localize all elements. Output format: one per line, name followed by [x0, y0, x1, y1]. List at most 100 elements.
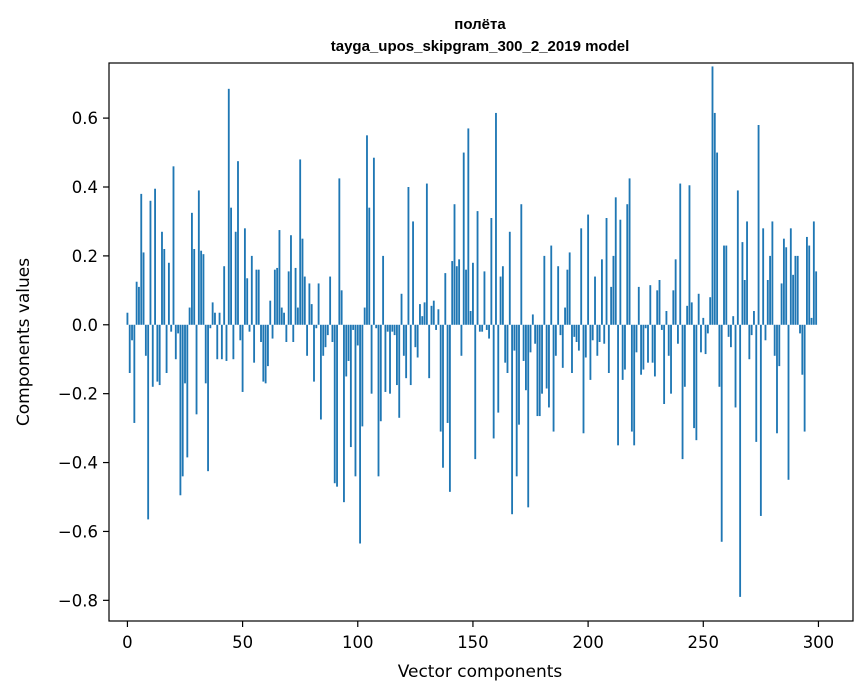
bar-component-281 [773, 324, 776, 356]
x-tick-label: 50 [232, 633, 253, 652]
bar-component-252 [706, 324, 709, 334]
bar-component-59 [262, 324, 265, 382]
bar-component-38 [214, 312, 216, 325]
bar-component-205 [598, 324, 601, 342]
bar-component-266 [739, 324, 742, 597]
bar-component-185 [552, 324, 555, 432]
bar-component-243 [686, 305, 689, 325]
bar-component-297 [810, 317, 813, 325]
bar-component-89 [331, 324, 334, 342]
bar-component-166 [508, 231, 511, 325]
bar-component-220 [633, 324, 636, 446]
bar-component-67 [280, 307, 283, 325]
bar-component-66 [278, 230, 281, 325]
bar-component-79 [308, 283, 311, 325]
bar-component-122 [407, 187, 410, 325]
bar-component-253 [709, 297, 712, 325]
bar-component-41 [220, 324, 223, 360]
bar-component-37 [211, 302, 214, 325]
bar-component-213 [617, 324, 619, 446]
bar-component-111 [382, 255, 385, 325]
bar-component-30 [195, 324, 198, 415]
bar-component-264 [734, 324, 737, 408]
bar-component-201 [589, 324, 592, 380]
bar-component-227 [649, 285, 652, 325]
bar-component-136 [439, 324, 442, 432]
bar-component-214 [619, 219, 622, 325]
bar-component-100 [356, 324, 359, 346]
bar-component-176 [531, 314, 534, 325]
bar-component-149 [469, 311, 472, 325]
bar-component-204 [596, 324, 599, 356]
bar-component-63 [271, 324, 274, 339]
bar-component-77 [303, 276, 306, 325]
bar-component-184 [550, 245, 553, 325]
bar-component-88 [329, 276, 332, 325]
bar-component-219 [630, 324, 633, 432]
bar-component-109 [377, 324, 380, 477]
x-axis: 0 50 100 150 200 250 300 [122, 621, 834, 652]
bar-component-101 [359, 324, 361, 544]
bar-component-170 [518, 324, 520, 425]
bar-component-31 [197, 190, 200, 325]
bar-component-21 [174, 324, 177, 360]
bar-component-286 [785, 247, 788, 325]
bar-component-197 [580, 228, 583, 325]
bar-component-221 [635, 324, 638, 353]
bar-component-24 [181, 324, 184, 477]
bar-component-99 [354, 324, 357, 477]
bar-component-16 [163, 249, 166, 325]
bar-component-210 [610, 286, 613, 325]
bar-component-242 [683, 324, 686, 387]
bar-component-271 [750, 324, 753, 336]
bar-component-203 [594, 276, 596, 325]
bar-component-158 [490, 218, 493, 325]
bar-component-298 [812, 221, 815, 325]
bar-component-114 [389, 324, 391, 394]
bar-component-178 [536, 324, 539, 417]
bar-component-174 [527, 324, 530, 508]
bar-component-43 [225, 324, 228, 361]
bar-component-181 [543, 255, 546, 325]
bar-component-50 [241, 324, 244, 392]
bar-component-159 [492, 324, 495, 439]
bar-component-240 [679, 183, 682, 325]
bar-component-283 [778, 324, 781, 367]
bar-component-274 [757, 125, 760, 325]
y-axis-label: Components values [14, 258, 34, 426]
bar-component-103 [363, 307, 366, 325]
bar-component-168 [513, 324, 516, 351]
bar-component-105 [368, 207, 371, 325]
y-tick-label: 0.6 [72, 109, 98, 128]
bar-component-7 [142, 252, 145, 325]
bar-component-6 [140, 193, 143, 325]
bar-component-229 [653, 324, 656, 377]
bar-component-90 [333, 324, 336, 484]
chart-title: полёта [454, 16, 506, 33]
bar-component-251 [704, 324, 707, 355]
bar-component-161 [497, 324, 500, 413]
bar-component-182 [545, 324, 548, 389]
x-tick-label: 250 [688, 633, 720, 652]
bar-component-22 [177, 324, 180, 334]
bar-component-127 [419, 304, 421, 325]
bar-component-183 [548, 324, 550, 408]
bar-component-3 [133, 324, 136, 423]
bar-component-231 [658, 280, 661, 325]
bar-component-237 [672, 290, 675, 325]
bar-component-19 [170, 324, 173, 332]
bar-component-87 [326, 324, 329, 336]
bar-component-296 [808, 245, 811, 325]
bar-component-14 [158, 324, 161, 386]
bar-component-4 [135, 281, 138, 325]
bar-component-263 [732, 316, 735, 325]
bar-component-162 [499, 276, 502, 325]
y-tick-label: −0.4 [58, 454, 98, 473]
bar-component-150 [472, 262, 474, 325]
bar-component-76 [301, 238, 304, 325]
bar-component-132 [430, 305, 433, 325]
bar-component-169 [515, 324, 518, 477]
x-tick-label: 200 [572, 633, 604, 652]
bar-component-196 [577, 324, 580, 351]
